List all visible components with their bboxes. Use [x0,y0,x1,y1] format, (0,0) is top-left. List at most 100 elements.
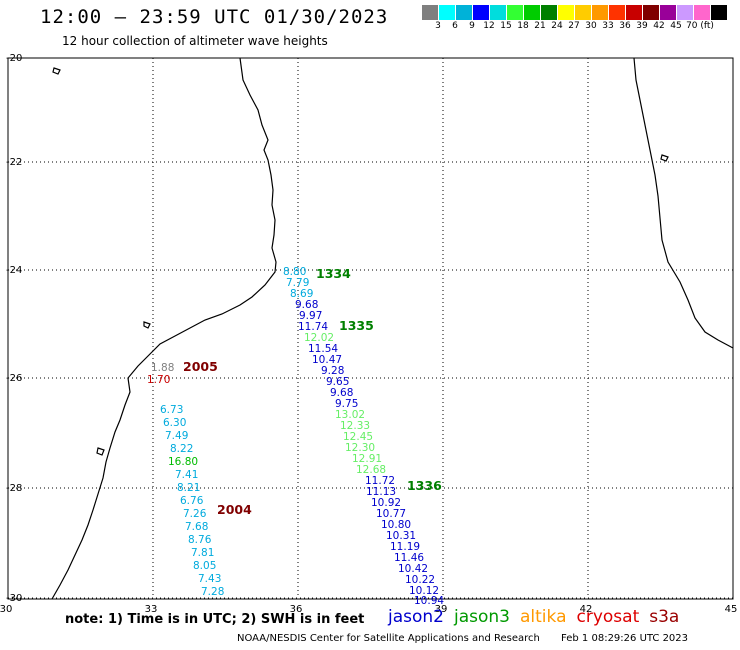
lon-label: 42 [580,604,593,615]
swh-observation: 8.05 [193,560,216,572]
legend-label: 15 [500,21,512,31]
satellite-name: jason2 [388,607,444,627]
legend-swatch [558,5,575,20]
track-labels-layer: 1334 1335 1336 2005 2004 [183,266,442,517]
lat-label: -30 [6,593,22,604]
swh-observation: 7.41 [175,469,198,481]
satellite-name: s3a [649,607,680,627]
legend-swatch [592,5,609,20]
legend-swatch [609,5,626,20]
swh-observation: 6.30 [163,417,186,429]
legend-swatch [524,5,541,20]
swh-observation: 10.80 [381,519,411,531]
swh-observation: 8.22 [170,443,193,455]
legend-label: 21 [534,21,546,31]
legend-label: 9 [469,21,475,31]
swh-observation: 9.68 [330,387,353,399]
legend-label: 18 [517,21,529,31]
note-text: note: 1) Time is in UTC; 2) SWH is in fe… [65,612,365,627]
swh-observation: 10.94 [414,595,444,607]
swh-observation: 10.22 [405,574,435,586]
swh-observation: 6.73 [160,404,183,416]
legend-label: 6 [452,21,458,31]
island-marker-4 [660,154,669,162]
track-label: 1336 [407,478,442,493]
swh-observation: 10.12 [409,585,439,597]
observations-layer: 8.807.798.699.689.9711.7412.0211.5410.47… [147,266,444,607]
legend-label: 42 [653,21,665,31]
satellite-name: jason3 [454,607,510,627]
swh-observation: 9.68 [295,299,318,311]
swh-observation: 7.43 [198,573,221,585]
coastline [51,57,734,600]
swh-observation: 7.26 [183,508,207,520]
legend-swatch [694,5,711,20]
lat-label: -24 [6,265,22,276]
footer-credit: NOAA/NESDIS Center for Satellite Applica… [237,633,540,644]
satellite-name: cryosat [576,607,640,627]
island-marker-3 [96,447,105,456]
legend-swatch [422,5,439,20]
color-legend [422,5,728,20]
island-marker-2 [143,321,151,329]
legend-swatch [575,5,592,20]
swh-observation: 8.69 [290,288,313,300]
track-label: 2004 [217,502,252,517]
footer-timestamp: Feb 1 08:29:26 UTC 2023 [561,633,689,644]
swh-observation: 9.28 [321,365,344,377]
legend-swatch [456,5,473,20]
swh-observation: 9.65 [326,376,349,388]
legend-label: 30 [585,21,597,31]
swh-observation: 11.19 [390,541,420,553]
lon-label: 45 [725,604,738,615]
madagascar-coastline [633,57,734,349]
swh-observation: 8.21 [177,482,200,494]
legend-label: 45 [670,21,682,31]
swh-observation: 12.91 [352,453,382,465]
lon-label: 36 [290,604,303,615]
lat-label: -26 [6,373,22,384]
track-label: 1335 [339,318,374,333]
swh-observation: 10.47 [312,354,342,366]
page-title: 12:00 – 23:59 UTC 01/30/2023 [40,6,389,28]
swh-observation: 12.68 [356,464,386,476]
swh-observation: 1.70 [147,374,170,386]
lat-label: -22 [6,157,22,168]
legend-swatch [490,5,507,20]
swh-observation: 9.97 [299,310,322,322]
legend-label: 70 (ft) [686,21,714,31]
legend-label: 36 [619,21,631,31]
swh-observation: 12.33 [340,420,370,432]
legend-swatch [439,5,456,20]
swh-observation: 12.02 [304,332,334,344]
swh-observation: 10.31 [386,530,416,542]
swh-observation: 10.42 [398,563,428,575]
legend-swatch [473,5,490,20]
swh-observation: 1.88 [151,362,174,374]
swh-observation: 9.75 [335,398,358,410]
swh-observation: 11.13 [366,486,396,498]
legend-swatch [677,5,694,20]
lon-label: 33 [145,604,158,615]
lat-label: -20 [6,53,22,64]
legend-label: 33 [602,21,614,31]
legend-label: 12 [483,21,495,31]
satellite-key: jason2 jason3 altika cryosat s3a [388,607,689,627]
lon-label: 30 [0,604,12,615]
swh-observation: 10.77 [376,508,406,520]
swh-observation: 11.46 [394,552,424,564]
legend-swatch [711,5,728,20]
swh-observation: 8.80 [283,266,306,278]
swh-observation: 10.92 [371,497,401,509]
legend-swatch [541,5,558,20]
swh-observation: 12.30 [345,442,375,454]
legend-label: 24 [551,21,563,31]
map-frame [7,57,734,600]
swh-observation: 7.68 [185,521,208,533]
track-label: 1334 [316,266,351,281]
africa-coastline [51,57,277,600]
page-subtitle: 12 hour collection of altimeter wave hei… [62,34,328,48]
swh-observation: 16.80 [168,456,198,468]
